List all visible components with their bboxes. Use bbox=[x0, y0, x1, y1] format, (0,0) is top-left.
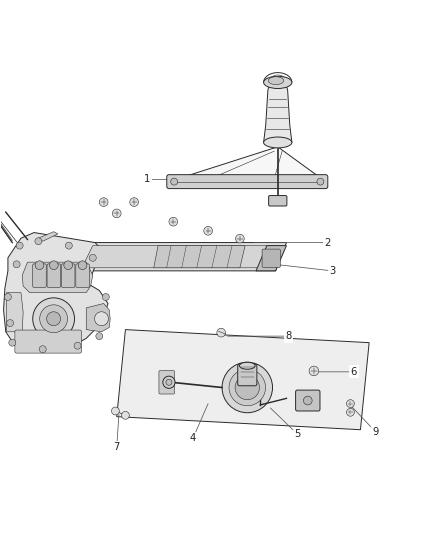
Circle shape bbox=[309, 366, 319, 376]
Text: 3: 3 bbox=[329, 266, 335, 276]
Text: 1: 1 bbox=[144, 174, 150, 184]
Circle shape bbox=[78, 261, 87, 270]
Circle shape bbox=[49, 261, 58, 270]
FancyBboxPatch shape bbox=[296, 390, 320, 411]
Polygon shape bbox=[169, 147, 325, 182]
Text: 6: 6 bbox=[351, 367, 357, 377]
Circle shape bbox=[7, 320, 14, 327]
Polygon shape bbox=[39, 232, 58, 241]
Circle shape bbox=[4, 294, 11, 301]
Circle shape bbox=[35, 238, 42, 245]
Polygon shape bbox=[256, 246, 286, 271]
Polygon shape bbox=[154, 246, 245, 268]
Circle shape bbox=[304, 396, 312, 405]
Polygon shape bbox=[22, 262, 93, 293]
FancyBboxPatch shape bbox=[15, 330, 81, 353]
Text: 9: 9 bbox=[372, 427, 379, 437]
Polygon shape bbox=[117, 329, 369, 430]
Polygon shape bbox=[264, 83, 292, 142]
Circle shape bbox=[47, 312, 60, 326]
Polygon shape bbox=[4, 232, 108, 351]
Circle shape bbox=[112, 407, 119, 415]
Circle shape bbox=[65, 242, 72, 249]
Circle shape bbox=[96, 333, 103, 340]
Circle shape bbox=[99, 198, 108, 206]
FancyBboxPatch shape bbox=[167, 175, 328, 189]
Ellipse shape bbox=[268, 77, 284, 85]
Circle shape bbox=[229, 369, 265, 406]
Text: 7: 7 bbox=[113, 442, 120, 452]
Circle shape bbox=[130, 198, 138, 206]
FancyBboxPatch shape bbox=[33, 264, 46, 287]
Circle shape bbox=[171, 178, 178, 185]
FancyBboxPatch shape bbox=[76, 264, 89, 287]
FancyBboxPatch shape bbox=[268, 196, 287, 206]
Polygon shape bbox=[7, 293, 23, 332]
FancyBboxPatch shape bbox=[159, 370, 175, 394]
Text: 5: 5 bbox=[294, 429, 300, 439]
Circle shape bbox=[346, 400, 354, 408]
Circle shape bbox=[9, 339, 16, 346]
FancyBboxPatch shape bbox=[61, 264, 75, 287]
FancyBboxPatch shape bbox=[262, 249, 280, 268]
FancyBboxPatch shape bbox=[238, 364, 257, 386]
Circle shape bbox=[35, 261, 44, 270]
Text: 4: 4 bbox=[190, 433, 196, 443]
Polygon shape bbox=[75, 243, 286, 271]
Circle shape bbox=[40, 305, 67, 333]
Circle shape bbox=[222, 362, 272, 413]
Circle shape bbox=[33, 298, 74, 340]
Circle shape bbox=[235, 375, 259, 400]
Circle shape bbox=[13, 261, 20, 268]
Circle shape bbox=[39, 346, 46, 353]
Circle shape bbox=[166, 379, 172, 385]
FancyBboxPatch shape bbox=[47, 264, 60, 287]
Circle shape bbox=[89, 254, 96, 261]
Ellipse shape bbox=[240, 362, 255, 369]
Circle shape bbox=[121, 411, 129, 419]
Circle shape bbox=[74, 342, 81, 349]
Circle shape bbox=[236, 235, 244, 243]
Circle shape bbox=[64, 261, 73, 270]
Circle shape bbox=[204, 227, 212, 235]
Ellipse shape bbox=[264, 76, 292, 88]
Circle shape bbox=[163, 376, 175, 389]
Circle shape bbox=[113, 209, 121, 218]
Circle shape bbox=[169, 217, 178, 226]
Circle shape bbox=[16, 242, 23, 249]
Text: 8: 8 bbox=[286, 331, 292, 341]
Text: 2: 2 bbox=[325, 238, 331, 247]
Circle shape bbox=[95, 312, 109, 326]
Circle shape bbox=[217, 328, 226, 337]
Circle shape bbox=[346, 408, 354, 416]
Ellipse shape bbox=[264, 137, 292, 148]
Circle shape bbox=[317, 178, 324, 185]
Polygon shape bbox=[82, 246, 281, 268]
Polygon shape bbox=[86, 303, 110, 332]
Circle shape bbox=[102, 294, 110, 301]
